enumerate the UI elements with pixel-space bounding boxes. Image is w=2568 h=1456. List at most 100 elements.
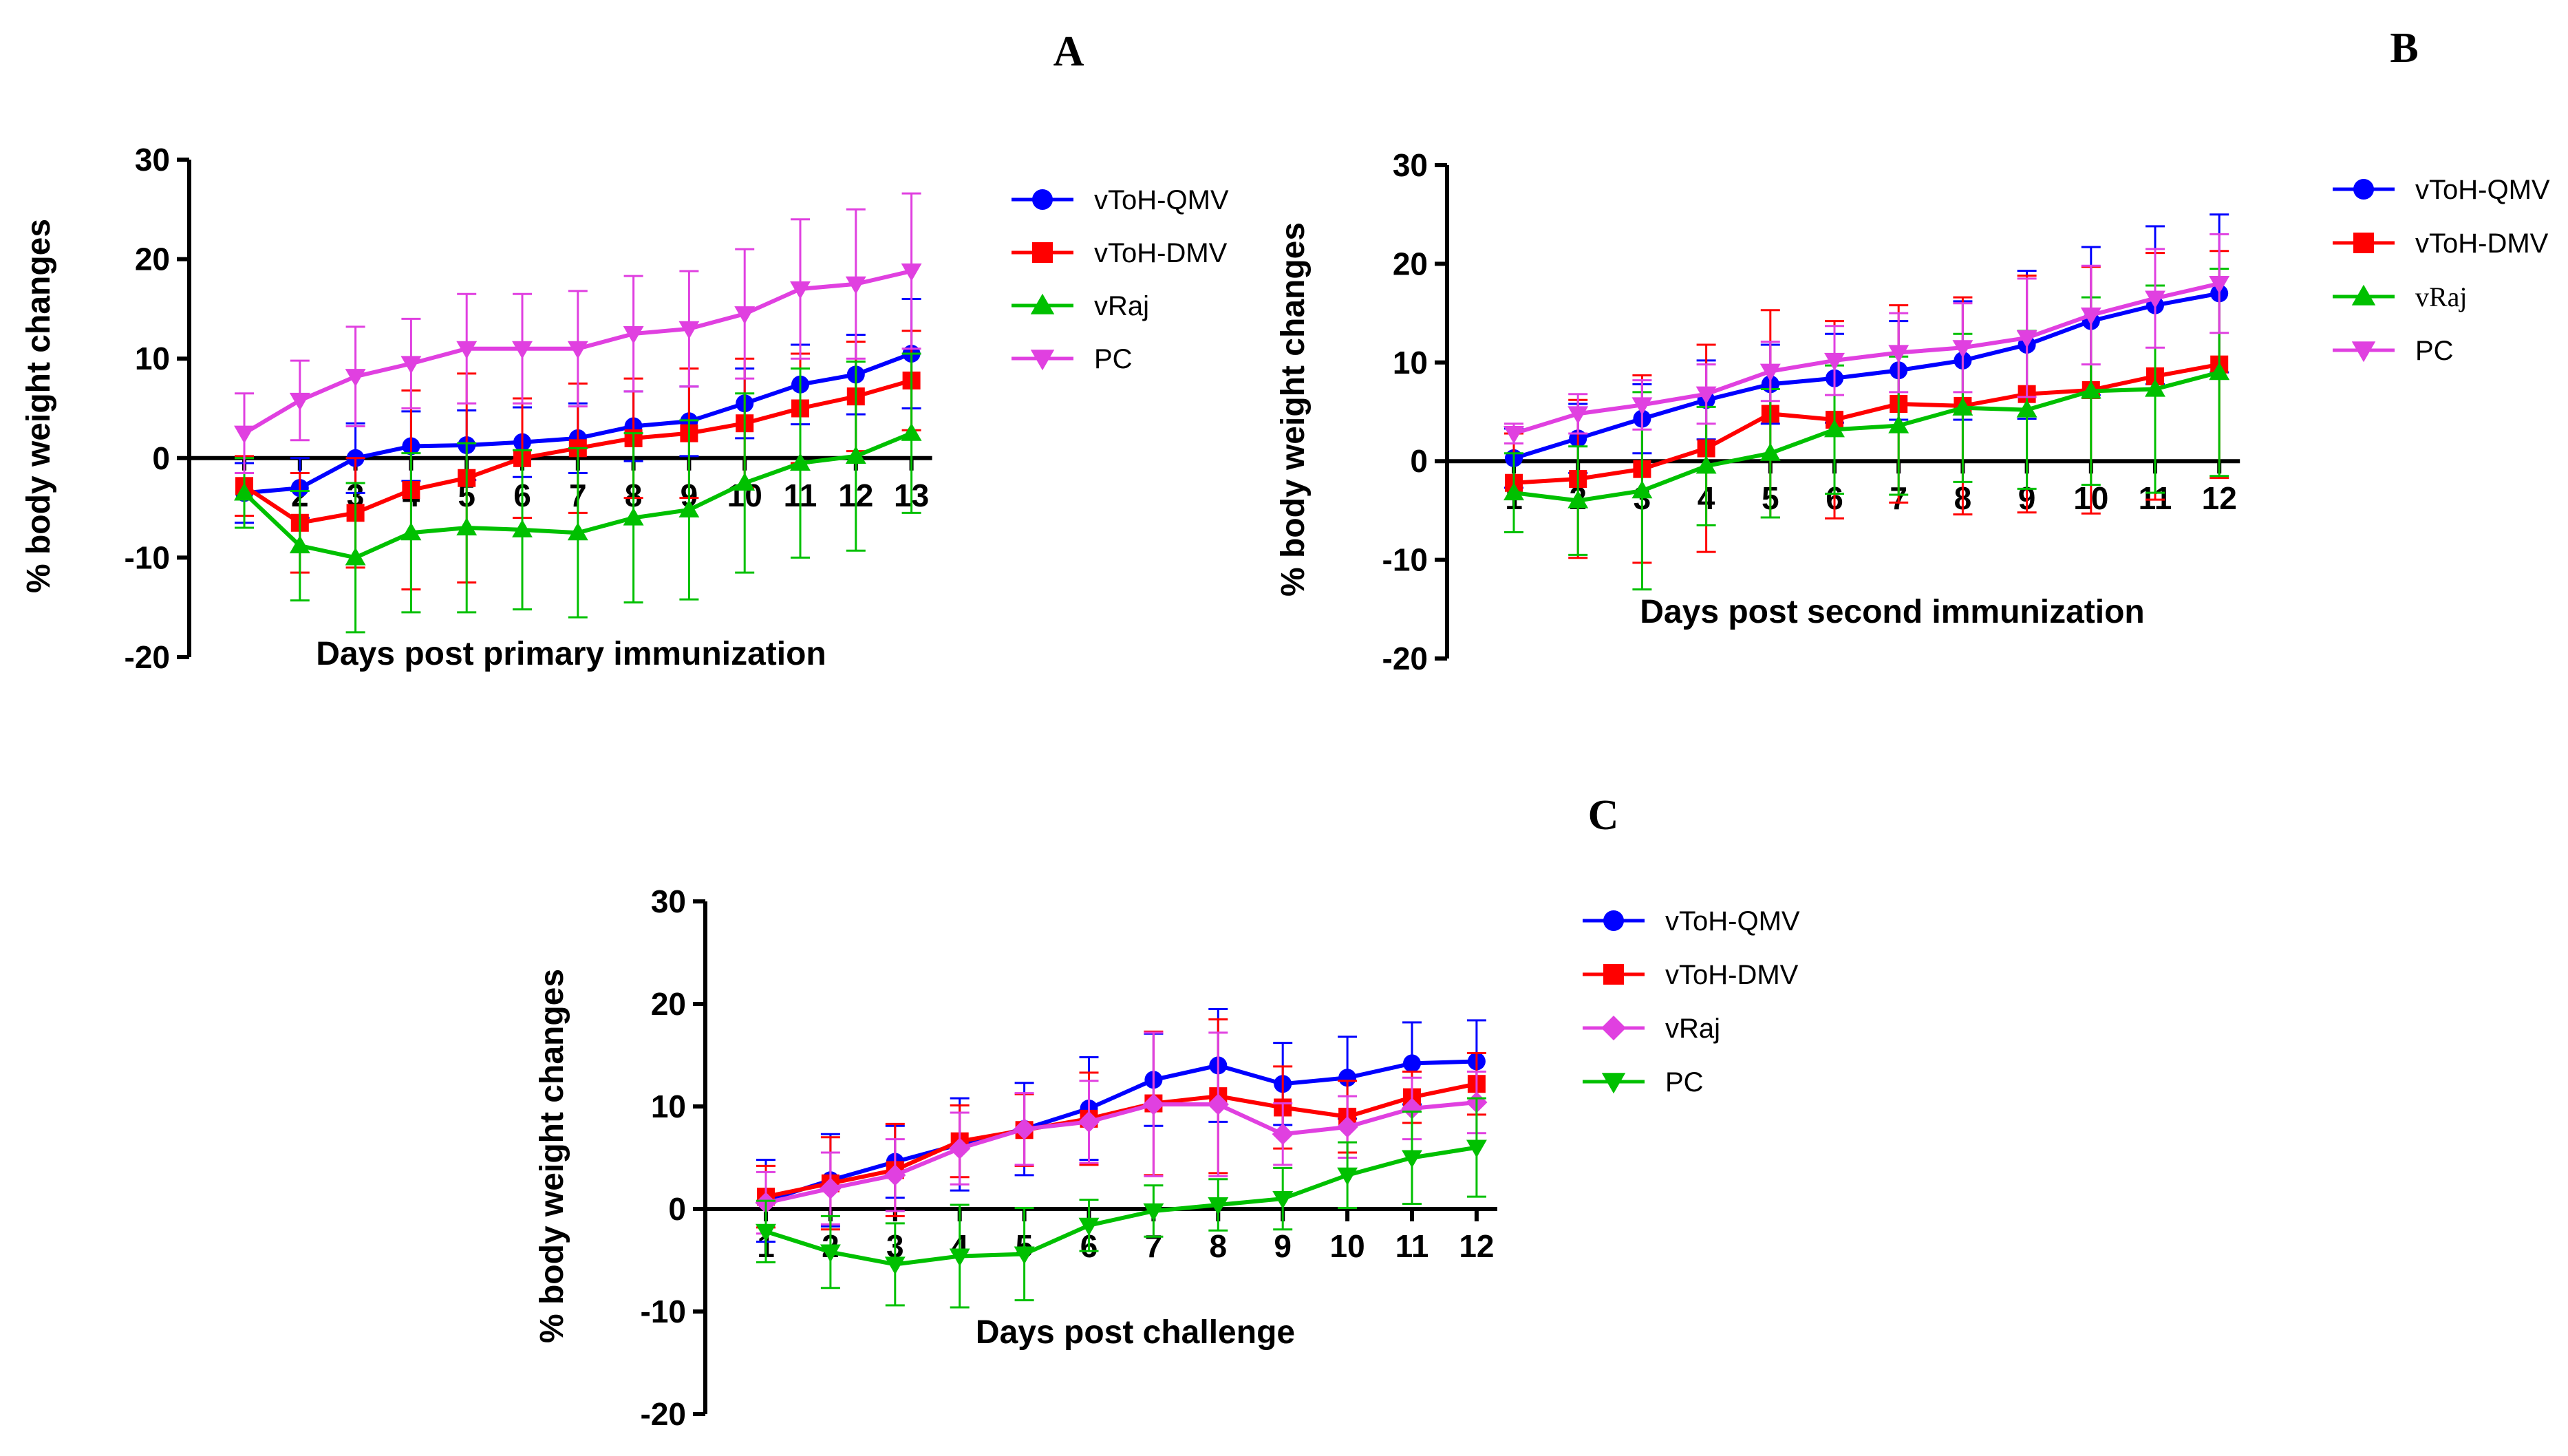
- data-point: [2145, 290, 2165, 309]
- legend-label: vRaj: [1665, 1014, 1720, 1044]
- y-tick-label: 30: [135, 142, 170, 178]
- data-point: [790, 453, 811, 471]
- data-point: [2016, 330, 2037, 348]
- data-point: [512, 341, 533, 359]
- data-point: [1403, 1054, 1421, 1073]
- legend-item: vToH-QMV: [1583, 906, 1800, 936]
- data-point: [734, 306, 756, 325]
- data-point: [756, 1223, 776, 1242]
- y-axis-title: % body weight changes: [534, 969, 570, 1343]
- legend-marker: [2353, 179, 2374, 200]
- y-tick-label: -10: [125, 539, 170, 575]
- data-point: [1695, 456, 1717, 474]
- y-tick-label: -10: [641, 1294, 686, 1329]
- y-tick-label: 10: [1393, 345, 1428, 381]
- data-point: [1207, 1093, 1229, 1115]
- y-axis-title: % body weight changes: [21, 219, 57, 593]
- data-point: [1078, 1111, 1100, 1133]
- x-tick-label: 12: [2202, 480, 2237, 516]
- y-tick-label: 20: [651, 986, 686, 1022]
- y-tick-label: 30: [651, 884, 686, 919]
- legend-marker: [1603, 964, 1624, 985]
- data-point: [1401, 1098, 1423, 1120]
- series-line: [1513, 362, 2220, 485]
- legend-marker: [1032, 242, 1053, 263]
- data-point: [289, 535, 310, 554]
- x-tick-label: 12: [1459, 1228, 1494, 1264]
- data-point: [234, 482, 255, 501]
- y-tick-label: -20: [641, 1396, 686, 1432]
- legend-marker: [1601, 1016, 1626, 1040]
- data-point: [820, 1244, 841, 1263]
- data-point: [623, 326, 644, 344]
- data-point: [400, 356, 422, 374]
- data-point: [1208, 1197, 1229, 1215]
- x-tick-label: 10: [1330, 1228, 1365, 1264]
- legend-item: vToH-DMV: [2333, 228, 2549, 259]
- series-pc: [756, 1097, 1487, 1309]
- data-point: [1142, 1093, 1164, 1115]
- x-tick-label: 8: [1210, 1228, 1228, 1264]
- legend-marker: [2351, 341, 2376, 363]
- legend-label: vToH-DMV: [1094, 238, 1228, 268]
- data-point: [567, 341, 588, 359]
- data-point: [1952, 397, 1973, 416]
- data-point: [820, 1177, 842, 1199]
- legend-label: vToH-QMV: [1665, 906, 1800, 936]
- legend-marker: [1603, 910, 1624, 931]
- chart-panel-c: -20-100102030123456789101112Days post ch…: [534, 884, 1800, 1432]
- y-axis-title: % body weight changes: [1275, 222, 1312, 597]
- legend-item: vToH-DMV: [1012, 238, 1228, 268]
- legend-marker: [2351, 284, 2376, 306]
- data-point: [1952, 340, 1973, 358]
- panel-letter-a: A: [1053, 28, 1084, 75]
- legend-item: PC: [1012, 344, 1133, 374]
- data-point: [345, 369, 366, 387]
- data-point: [456, 517, 478, 536]
- legend-label: vRaj: [2415, 281, 2468, 312]
- legend-item: vToH-DMV: [1583, 960, 1799, 990]
- panel-letter-b: B: [2390, 25, 2418, 72]
- legend-label: vToH-DMV: [1665, 960, 1799, 990]
- y-tick-label: 10: [651, 1089, 686, 1124]
- data-point: [790, 281, 811, 299]
- y-tick-label: -20: [1382, 641, 1428, 676]
- legend-label: PC: [1665, 1067, 1704, 1098]
- series-vtoh-dmv: [756, 1018, 1486, 1231]
- data-point: [678, 500, 700, 518]
- data-point: [2016, 399, 2037, 418]
- data-point: [1888, 345, 1909, 363]
- series-line: [1513, 370, 2220, 503]
- y-tick-label: 0: [668, 1191, 686, 1227]
- chart-panel-b: -20-100102030123456789101112Days post se…: [1275, 147, 2550, 676]
- y-tick-label: 10: [135, 341, 170, 376]
- y-tick-label: 20: [135, 242, 170, 277]
- data-point: [845, 445, 866, 464]
- data-point: [1272, 1191, 1294, 1210]
- legend-item: vToH-QMV: [1012, 185, 1229, 215]
- legend-item: vRaj: [2333, 281, 2468, 312]
- series-line: [765, 1145, 1477, 1267]
- x-axis-title: Days post primary immunization: [316, 636, 826, 672]
- y-tick-label: -10: [1382, 542, 1428, 578]
- data-point: [1824, 419, 1845, 438]
- data-point: [1014, 1118, 1036, 1140]
- data-point: [623, 507, 644, 526]
- series-line: [1513, 281, 2220, 436]
- data-point: [400, 522, 422, 541]
- y-tick-label: 0: [152, 440, 170, 476]
- data-point: [345, 547, 366, 566]
- data-point: [2145, 378, 2165, 397]
- legend-label: vToH-QMV: [1094, 185, 1229, 215]
- series-pc: [1504, 233, 2230, 445]
- legend-label: vRaj: [1094, 291, 1149, 321]
- data-point: [289, 392, 310, 411]
- data-point: [512, 519, 533, 537]
- data-point: [2209, 276, 2230, 295]
- data-point: [1888, 415, 1909, 433]
- data-point: [1695, 386, 1717, 405]
- chart-panel-a: -20-1001020302345678910111213Days post p…: [21, 142, 1229, 675]
- y-tick-label: 0: [1410, 443, 1428, 479]
- panel-letter-c: C: [1588, 792, 1619, 839]
